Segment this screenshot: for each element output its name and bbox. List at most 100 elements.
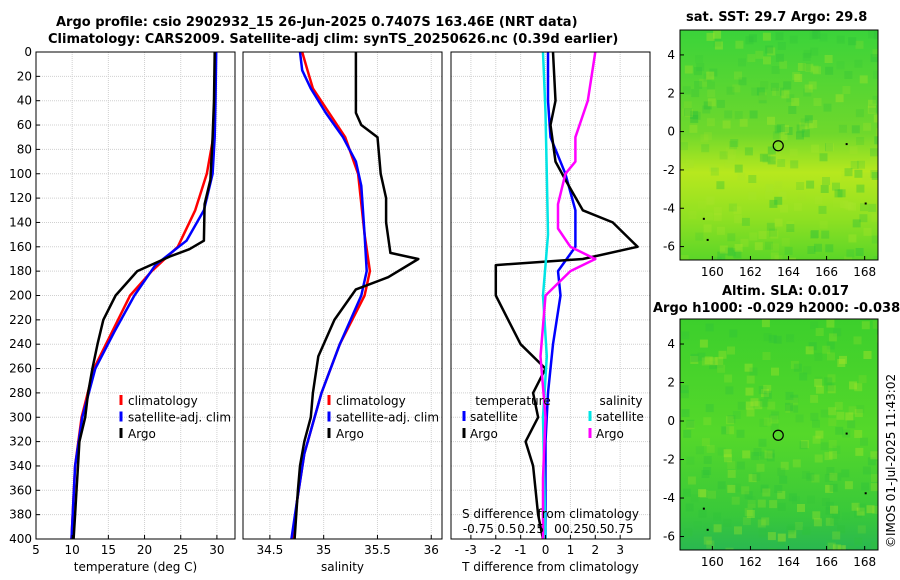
sla-texture-cell [731, 496, 740, 505]
sla-texture-cell [875, 453, 878, 461]
sla-texture-cell [815, 430, 824, 439]
sla-texture-cell [832, 531, 841, 540]
sla-texture-cell [785, 391, 794, 400]
sst-texture-cell [801, 129, 810, 138]
sla-texture-cell [741, 486, 750, 495]
secondary-axis-tick-label: 0.25 [562, 522, 589, 536]
y-tick-label: 360 [9, 483, 32, 497]
x-tick-label: -2 [490, 543, 502, 557]
x-tick-label: 20 [137, 543, 152, 557]
sla-island-dot [702, 507, 705, 510]
sla-texture-cell [745, 401, 754, 410]
sla-texture-cell [860, 437, 868, 446]
sst-texture-cell [684, 65, 693, 74]
sst-texture-cell [747, 54, 756, 63]
sla-texture-cell [837, 525, 846, 534]
sla-texture-cell [828, 440, 837, 448]
series-line-argo [293, 52, 420, 540]
sla-texture-cell [825, 517, 834, 526]
sla-texture-cell [858, 503, 867, 512]
sla-texture-cell [698, 508, 707, 517]
sla-texture-cell [723, 449, 732, 458]
sla-texture-cell [763, 390, 772, 399]
secondary-axis-tick-label: 0.5 [497, 522, 516, 536]
sst-texture-cell [803, 88, 812, 97]
axes-frame [450, 51, 651, 540]
sla-texture-cell [793, 363, 802, 372]
sla-texture-cell [727, 461, 736, 469]
sst-texture-cell [765, 45, 774, 54]
sst-texture-cell [713, 38, 722, 47]
sla-texture-cell [684, 528, 693, 537]
sla-texture-cell [698, 489, 707, 498]
sla-texture-cell [751, 452, 760, 461]
sst-texture-cell [825, 143, 834, 152]
sst-texture-cell [803, 49, 812, 58]
sla-texture-cell [690, 353, 699, 362]
sla-texture-cell [832, 544, 841, 550]
sst-texture-cell [706, 71, 715, 80]
legend-label: Argo [128, 427, 156, 441]
sla-texture-cell [698, 510, 707, 518]
sst-texture-cell [774, 255, 783, 260]
sst-texture-cell [735, 40, 744, 49]
sla-texture-cell [758, 529, 767, 538]
sst-texture-cell [871, 172, 878, 180]
sla-texture-cell [824, 474, 833, 482]
sst-texture-cell [805, 63, 814, 72]
sla-texture-cell [841, 469, 850, 478]
sst-texture-cell [762, 154, 771, 163]
sla-texture-cell [863, 351, 872, 359]
sst-texture-cell [774, 196, 783, 205]
sst-y-tick-label: 2 [667, 86, 675, 100]
sla-texture-cell [828, 407, 837, 416]
sst-texture-cell [766, 222, 775, 231]
axes-frame [242, 51, 443, 540]
sst-texture-cell [819, 33, 828, 42]
sst-texture-cell [845, 201, 854, 210]
sla-map-title-line2: Argo h1000: -0.029 h2000: -0.038 [653, 301, 900, 316]
sla-texture-cell [686, 456, 695, 465]
sst-texture-cell [784, 127, 793, 135]
sla-texture-cell [866, 505, 875, 514]
sla-texture-cell [726, 416, 735, 425]
sst-texture-cell [725, 247, 733, 256]
sst-texture-cell [734, 111, 743, 120]
sst-texture-cell [739, 118, 748, 127]
sst-texture-cell [695, 232, 704, 241]
sla-texture-cell [701, 438, 710, 447]
sla-texture-cell [703, 536, 712, 545]
sst-texture-cell [779, 132, 788, 141]
sla-texture-cell [709, 361, 717, 370]
sst-texture-cell [703, 101, 712, 110]
sst-texture-cell [810, 47, 819, 56]
sla-texture-cell [854, 383, 863, 392]
sla-texture-cell [855, 447, 864, 456]
sst-texture-cell [777, 42, 786, 50]
sst-texture-cell [776, 87, 784, 96]
sst-texture-cell [805, 121, 814, 130]
sst-texture-cell [872, 95, 878, 104]
sla-texture-cell [799, 372, 808, 381]
sst-texture-cell [714, 41, 723, 50]
sst-texture-cell [868, 203, 877, 212]
sla-texture-cell [717, 481, 726, 490]
sst-texture-cell [765, 241, 773, 250]
sst-texture-cell [738, 77, 747, 86]
sla-texture-cell [683, 429, 692, 438]
sst-island-dot [702, 217, 705, 220]
sst-texture-cell [856, 137, 865, 145]
sst-texture-cell [682, 108, 691, 117]
sst-texture-cell [871, 235, 878, 244]
sla-texture-cell [833, 472, 842, 481]
sla-texture-cell [862, 466, 871, 475]
sla-texture-cell [742, 517, 751, 526]
sla-texture-cell [766, 449, 775, 458]
sla-x-tick-label: 164 [777, 555, 800, 569]
sla-texture-cell [827, 385, 836, 394]
sst-texture-cell [767, 47, 776, 56]
sla-texture-cell [792, 459, 801, 468]
sla-texture-cell [682, 488, 691, 497]
sst-texture-cell [796, 124, 805, 133]
sst-texture-cell [814, 243, 822, 252]
